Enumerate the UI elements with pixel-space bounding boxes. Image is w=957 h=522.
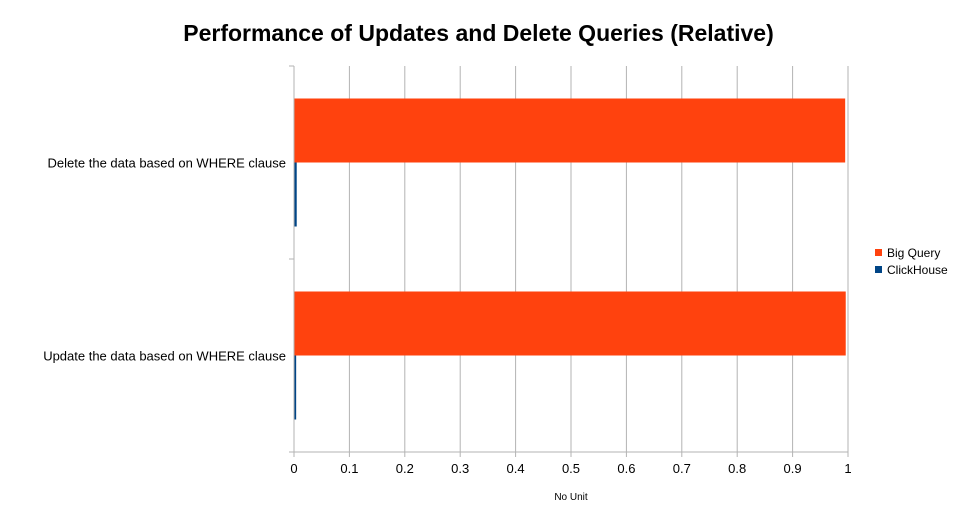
x-tick-label: 0.6	[617, 461, 635, 476]
legend-label-big-query: Big Query	[887, 245, 941, 260]
x-tick-label: 0.7	[673, 461, 691, 476]
legend-swatch-clickhouse	[875, 266, 882, 273]
x-tick-label: 0.4	[507, 461, 525, 476]
x-axis-title: No Unit	[554, 492, 588, 503]
chart-title: Performance of Updates and Delete Querie…	[183, 20, 774, 46]
x-tick-label: 0	[290, 461, 297, 476]
legend-swatch-big-query	[875, 249, 882, 256]
bar-clickhouse	[294, 162, 297, 227]
x-tick-label: 1	[844, 461, 851, 476]
y-category-label: Update the data based on WHERE clause	[43, 349, 286, 364]
x-tick-label: 0.8	[728, 461, 746, 476]
x-tick-label: 0.9	[784, 461, 802, 476]
legend-label-clickhouse: ClickHouse	[887, 262, 948, 277]
x-tick-label: 0.1	[340, 461, 358, 476]
bar-clickhouse	[294, 355, 297, 420]
legend: Big Query ClickHouse	[875, 244, 948, 278]
x-tick-label: 0.5	[562, 461, 580, 476]
x-tick-label: 0.3	[451, 461, 469, 476]
bar-big-query	[294, 98, 846, 163]
bar-big-query	[294, 291, 846, 356]
x-tick-label: 0.2	[396, 461, 414, 476]
legend-item-big-query: Big Query	[875, 244, 948, 261]
y-category-label: Delete the data based on WHERE clause	[48, 156, 286, 171]
legend-item-clickhouse: ClickHouse	[875, 261, 948, 278]
